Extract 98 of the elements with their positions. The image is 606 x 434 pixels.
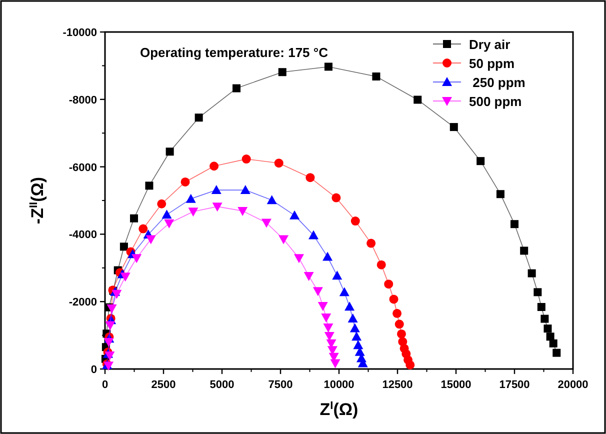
point [394, 320, 404, 329]
point [348, 313, 358, 322]
point [534, 288, 542, 296]
point [290, 210, 300, 220]
point [318, 302, 328, 311]
point [210, 162, 219, 171]
point [278, 235, 289, 244]
point [232, 84, 241, 92]
x-axis-title: Z$^{I}$(Ω) [320, 400, 358, 419]
point [496, 190, 504, 198]
point [120, 242, 128, 251]
point [321, 313, 332, 322]
y-tick-label: -6000 [68, 162, 97, 174]
y-tick-label: -10000 [62, 27, 97, 39]
point [211, 185, 222, 194]
point [212, 202, 222, 212]
point [339, 287, 350, 296]
legend-label: 50 ppm [469, 56, 515, 71]
x-tick-label: 0 [102, 379, 108, 391]
x-tick-label: 15000 [440, 379, 472, 391]
point [146, 235, 156, 244]
y-tick-label: -2000 [68, 296, 97, 309]
point [546, 332, 554, 341]
point [266, 195, 277, 204]
point [323, 324, 334, 333]
point [112, 290, 122, 299]
point [350, 323, 360, 332]
point [166, 148, 174, 156]
x-tick-label: 7500 [268, 379, 293, 391]
point [389, 294, 398, 304]
legend-label: Dry air [469, 37, 510, 52]
point [384, 280, 394, 289]
point [162, 210, 172, 219]
point [242, 154, 251, 164]
point [120, 272, 130, 282]
point [157, 199, 166, 208]
point [194, 114, 203, 122]
point [322, 252, 333, 261]
point [324, 62, 332, 71]
point [450, 123, 458, 132]
point [132, 254, 142, 264]
point [294, 254, 304, 264]
annotation: Operating temperature: 175 °C [140, 45, 329, 60]
point [186, 194, 196, 203]
point [396, 329, 406, 338]
point [332, 270, 342, 280]
point [145, 182, 154, 190]
point [528, 269, 536, 278]
x-tick-label: 20000 [558, 379, 588, 391]
point [476, 157, 485, 166]
point [350, 216, 360, 226]
point [105, 321, 116, 330]
legend-label: 250 ppm [469, 75, 526, 90]
y-tick-label: -4000 [68, 229, 97, 242]
point [332, 193, 341, 202]
point [353, 340, 364, 350]
point [544, 324, 552, 333]
point [274, 158, 284, 168]
point [510, 220, 518, 228]
y-tick-label: -8000 [68, 94, 97, 106]
point [414, 96, 422, 104]
point [344, 302, 355, 311]
x-tick-label: 5000 [210, 379, 234, 391]
point [376, 260, 386, 270]
point [306, 173, 315, 182]
point [552, 348, 561, 357]
point [392, 308, 402, 318]
point [520, 246, 528, 255]
point [537, 302, 546, 311]
point [549, 339, 558, 348]
point [540, 314, 549, 323]
point [164, 219, 174, 228]
legend-label: 500 ppm [469, 94, 522, 109]
point [261, 218, 272, 228]
point [104, 352, 115, 361]
point [180, 177, 190, 186]
x-tick-label: 12500 [382, 379, 413, 391]
point [372, 72, 380, 80]
y-tick-label: 0 [90, 364, 97, 376]
x-tick-label: 10000 [324, 379, 354, 391]
point [308, 230, 318, 240]
point [366, 238, 376, 248]
x-tick-label: 17500 [499, 379, 530, 391]
point [330, 359, 340, 368]
point [106, 304, 117, 314]
x-tick-label: 2500 [151, 379, 176, 391]
point [324, 332, 334, 341]
point [138, 224, 148, 234]
point [278, 68, 286, 76]
point [188, 208, 198, 217]
point [312, 287, 323, 296]
point [238, 206, 248, 216]
point [130, 214, 138, 222]
point [240, 185, 250, 194]
point [352, 332, 362, 341]
point [104, 338, 114, 348]
point [406, 360, 415, 370]
point [304, 272, 314, 281]
